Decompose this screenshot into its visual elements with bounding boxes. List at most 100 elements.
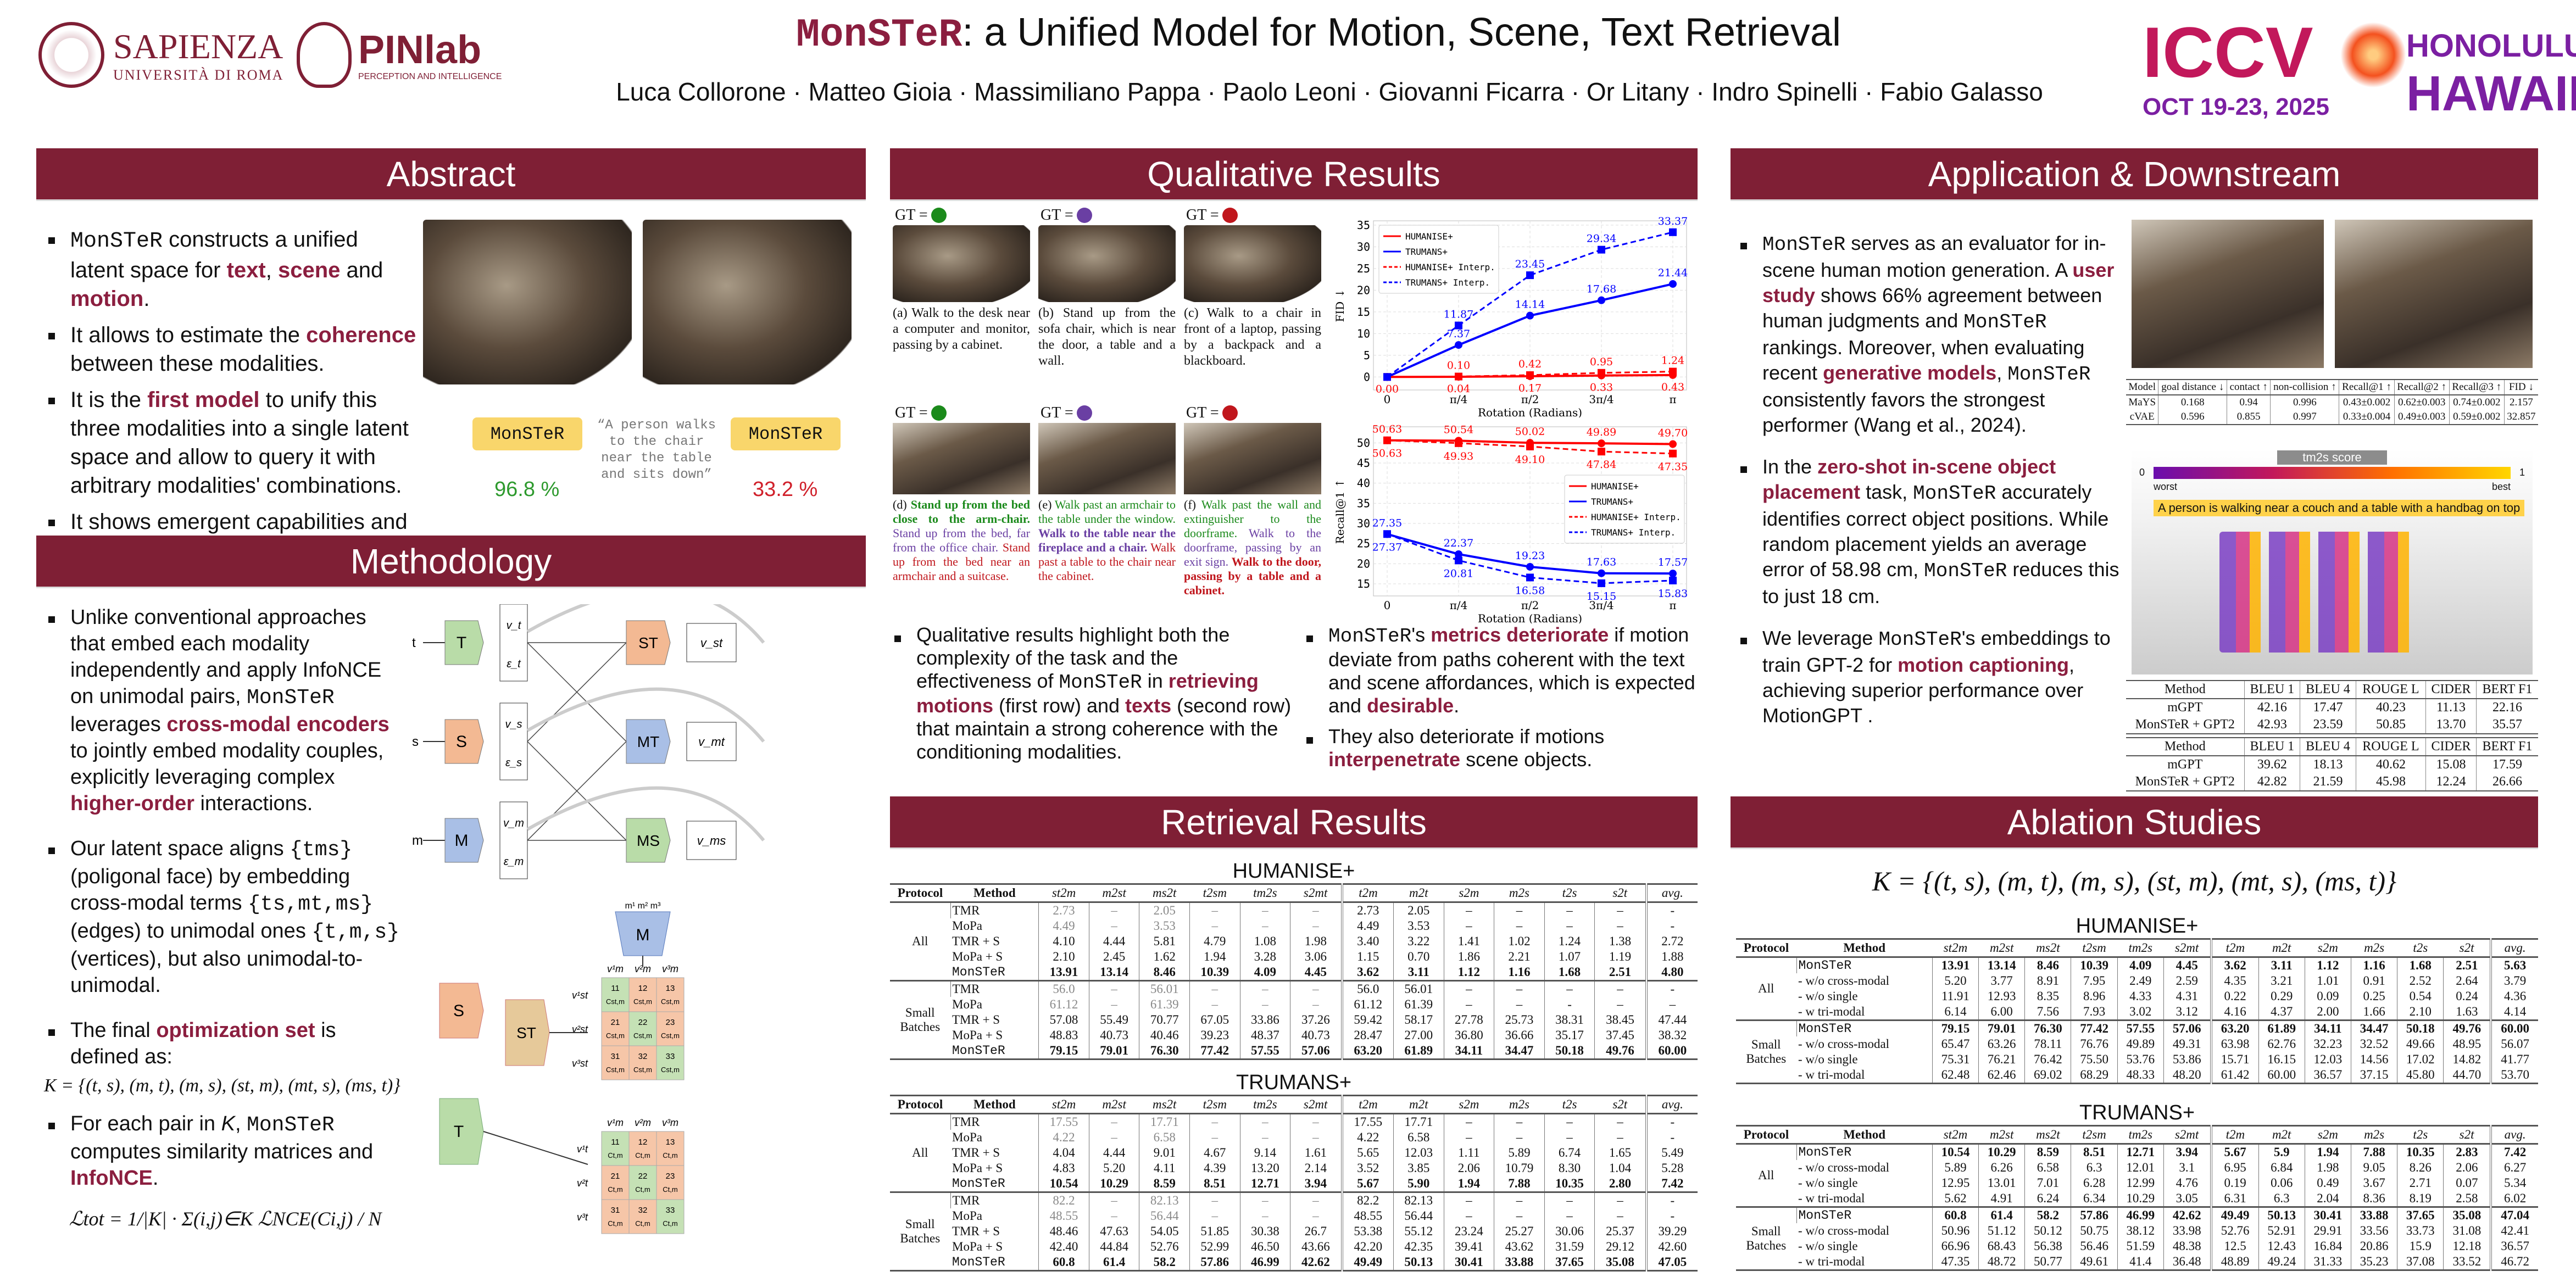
value-cell: 16.15: [2258, 1052, 2305, 1067]
gt-text: GT =: [895, 404, 928, 421]
method-cell: MonSTeR: [952, 1255, 1005, 1269]
encoder-label: S: [453, 1002, 464, 1020]
value-cell: 57.55: [1239, 1043, 1290, 1060]
value-cell: 47.63: [1088, 1224, 1139, 1239]
value-cell: 40.46: [1139, 1028, 1190, 1043]
y-tick-label: 25: [1357, 262, 1370, 275]
value-cell: 1.38: [1594, 934, 1646, 949]
score-max: 1: [2519, 467, 2525, 478]
value-cell: 23.24: [1443, 1224, 1494, 1239]
value-cell: 2.73: [1038, 901, 1089, 918]
data-label: 1.24: [1661, 355, 1684, 367]
data-label: 14.14: [1515, 299, 1545, 311]
value-cell: 3.79: [2490, 973, 2538, 989]
value-cell: 49.76: [2443, 1019, 2491, 1036]
value-cell: 44.70: [2443, 1067, 2491, 1084]
value-cell: 68.29: [2071, 1067, 2118, 1084]
table-row: TMR + S 57.08 55.49 70.77 67.05 33.86 37.26 59.…: [890, 1012, 1698, 1028]
value-cell: 2.157: [2503, 395, 2538, 410]
value-cell: 1.65: [1594, 1145, 1646, 1161]
value-cell: 2.49: [2117, 973, 2164, 989]
column-header: t2sm: [1189, 1095, 1240, 1114]
text-span: They also deteriorate if motions: [1328, 725, 1605, 748]
legend-label: TRUMANS+: [1405, 247, 1448, 257]
method-cell: TMR: [950, 1191, 1039, 1208]
data-point: [1455, 439, 1462, 447]
similarity-cell: [656, 1011, 685, 1046]
gt-label: GT =: [1038, 404, 1094, 422]
ablation-header: Ablation Studies: [1731, 796, 2538, 849]
column-header: st2m: [1932, 1125, 1979, 1145]
qualitative-scene-image: [893, 225, 1030, 302]
value-cell: 50.18: [1544, 1043, 1595, 1060]
value-cell: 9.01: [1139, 1145, 1190, 1161]
y-tick-label: 15: [1357, 305, 1370, 319]
value-cell: 27.00: [1393, 1028, 1444, 1043]
highlight-text: coherence: [306, 323, 416, 347]
value-cell: 0.07: [2443, 1175, 2491, 1191]
table-row: MoPa + S 4.83 5.20 4.11 4.39 13.20 2.14 3.52 3.8…: [890, 1161, 1698, 1176]
recall-chart: 15 20 25 30 35 40 45 50 0 π/4 π/2 3π/4 π Rotation (Ra…: [1335, 423, 1688, 623]
value-cell: 1.02: [1494, 934, 1545, 949]
column-header: ROUGE L: [2355, 738, 2426, 756]
column-vector-label: v¹m: [607, 1117, 624, 1128]
gt-color-dot-icon: [1076, 405, 1092, 421]
cross-vector-label: v_mt: [698, 735, 725, 749]
row-vector-label: v³st: [572, 1058, 588, 1069]
text-span: ,: [235, 1112, 247, 1135]
value-cell: 42.20: [1340, 1239, 1394, 1254]
data-point: [1526, 562, 1534, 571]
method-cell: MoPa: [952, 919, 982, 933]
column-header: s2mt: [2163, 1125, 2211, 1145]
y-tick-label: 5: [1364, 349, 1370, 362]
value-cell: 30.06: [1544, 1224, 1595, 1239]
column-vector-label: v²m: [635, 963, 651, 974]
value-cell: 12.43: [2258, 1239, 2305, 1254]
value-cell: 20.86: [2350, 1239, 2397, 1254]
value-cell: 4.67: [1189, 1145, 1240, 1161]
retrieval-humanise: HUMANISE+ Protocol Method st2m m2st ms2t t2sm t…: [890, 860, 1698, 1060]
value-cell: 7.93: [2071, 1004, 2118, 1021]
value-cell: 0.596: [2158, 410, 2227, 425]
value-cell: 8.96: [2071, 989, 2118, 1004]
value-cell: –: [1239, 1113, 1290, 1130]
value-cell: 14.82: [2443, 1052, 2491, 1067]
cell-label: Ct,m: [635, 1151, 650, 1159]
data-label: 47.84: [1587, 459, 1616, 471]
column-header: t2s: [1544, 1095, 1595, 1114]
column-header: t2m: [1340, 1095, 1394, 1114]
text-span: Stand up from the bed, far from the offi…: [893, 526, 1030, 554]
value-cell: 61.4: [1978, 1206, 2025, 1223]
value-cell: 10.54: [1038, 1176, 1089, 1192]
data-label: 16.58: [1515, 584, 1545, 596]
text-span: leverages: [70, 713, 167, 736]
x-tick-label: 0: [1384, 393, 1391, 406]
ablation-humanise: HUMANISE+ Protocol Method st2m m2st ms2t t2sm t…: [1736, 915, 2538, 1084]
pinlab-owl-icon: [297, 22, 352, 88]
table-title: HUMANISE+: [1232, 860, 1355, 883]
value-cell: 7.56: [2024, 1004, 2071, 1021]
alignment-curve: [526, 786, 765, 841]
value-cell: –: [1494, 918, 1545, 934]
value-cell: 2.14: [1290, 1161, 1342, 1176]
row-vector-label: v³t: [577, 1212, 588, 1223]
value-cell: 3.11: [1393, 964, 1444, 981]
column-header: CIDER: [2425, 681, 2477, 699]
value-cell: 10.29: [1978, 1143, 2025, 1160]
table-row: MoPa + S 2.10 2.45 1.62 1.94 3.28 3.06 1.15 0.70…: [890, 949, 1698, 964]
value-cell: 3.1: [2163, 1160, 2211, 1175]
value-cell: 10.35: [1544, 1176, 1595, 1192]
value-cell: 41.4: [2117, 1254, 2164, 1270]
protocol-cell: Small Batches: [1736, 1019, 1796, 1084]
results-table: Protocol Method st2m m2st ms2t t2sm tm2s s2mt t2…: [1736, 1125, 2538, 1271]
qualitative-scene-image: [1038, 225, 1176, 302]
column-header: ms2t: [1139, 1095, 1190, 1114]
value-cell: –: [1088, 1113, 1139, 1130]
application-bullets: MonSTeR serves as an evaluator for in-sc…: [1736, 231, 2121, 743]
value-cell: 6.24: [2024, 1191, 2071, 1207]
protocol-cell: All: [890, 901, 950, 981]
similarity-cell: [628, 1011, 657, 1046]
value-cell: 36.66: [1494, 1028, 1545, 1043]
text-span: Walk past a table to the chair near the …: [1038, 540, 1176, 583]
value-cell: 40.62: [2355, 756, 2426, 773]
